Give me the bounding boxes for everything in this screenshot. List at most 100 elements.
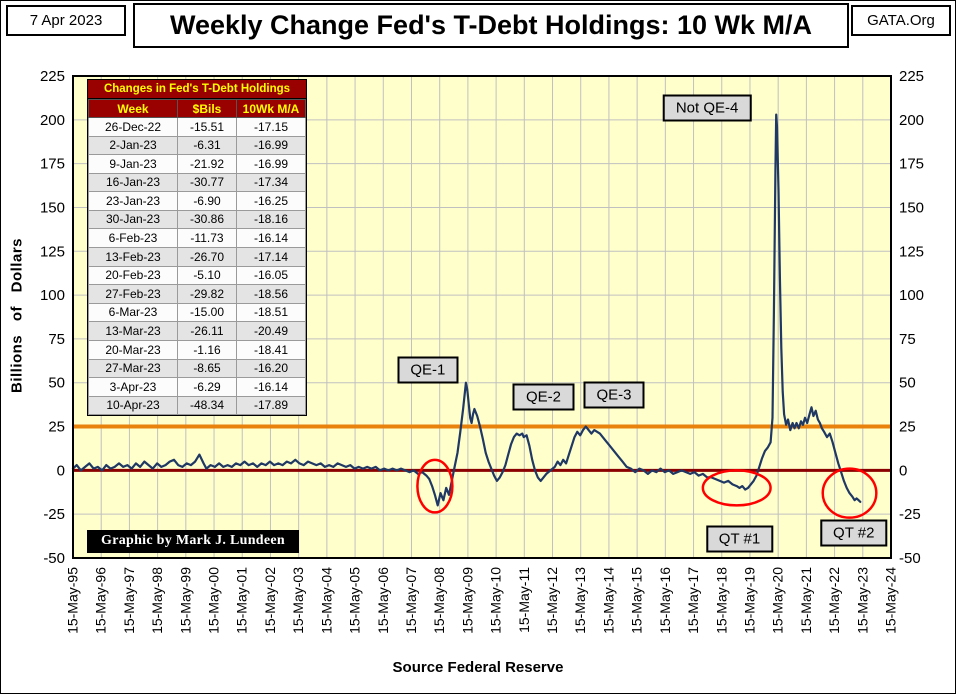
x-tick-label: 15-May-95	[65, 567, 81, 634]
table-cell: 6-Feb-23	[88, 228, 178, 249]
page-title: Weekly Change Fed's T-Debt Holdings: 10 …	[133, 3, 849, 48]
table-cell: -6.29	[177, 377, 237, 397]
x-tick-label: 15-May-06	[375, 567, 391, 634]
table-cell: 16-Jan-23	[88, 172, 178, 193]
table-row: 20-Feb-23 -5.10 -16.05	[88, 265, 306, 286]
table-cell: -16.25	[236, 191, 306, 211]
table-cell: -16.14	[236, 228, 306, 249]
annotation-qe-1: QE-1	[397, 356, 459, 384]
table-title: Changes in Fed's T-Debt Holdings	[88, 80, 306, 99]
highlight-ellipse-1	[416, 458, 454, 514]
table-row: 30-Jan-23 -30.86 -18.16	[88, 209, 306, 230]
y-tick-label-left: 225	[40, 68, 65, 85]
y-tick-label-left: 0	[57, 462, 65, 479]
table-cell: -1.16	[177, 339, 237, 360]
y-tick-label-right: 175	[899, 156, 924, 173]
table-cell: -21.92	[177, 154, 237, 174]
y-tick-label-left: 100	[40, 287, 65, 304]
table-cell: -15.00	[177, 302, 237, 323]
source-label: Source Federal Reserve	[392, 659, 564, 676]
y-tick-label-left: 175	[40, 156, 65, 173]
x-tick-label: 15-May-20	[770, 567, 786, 634]
x-tick-label: 15-May-23	[854, 567, 870, 634]
x-tick-label: 15-May-09	[459, 567, 475, 634]
table-cell: -6.31	[177, 135, 237, 156]
y-tick-label-right: 125	[899, 243, 924, 260]
x-tick-label: 15-May-07	[403, 567, 419, 634]
table-cell: -18.41	[236, 339, 306, 360]
x-tick-label: 15-May-18	[713, 567, 729, 634]
y-tick-label-right: -50	[899, 550, 921, 567]
x-tick-label: 15-May-21	[798, 567, 814, 634]
y-tick-label-right: 225	[899, 68, 924, 85]
table-cell: 20-Feb-23	[88, 265, 178, 286]
table-cell: 30-Jan-23	[88, 209, 178, 230]
y-tick-label-left: 125	[40, 243, 65, 260]
x-tick-label: 15-May-00	[206, 567, 222, 634]
table-cell: -26.11	[177, 321, 237, 341]
table-row: 26-Dec-22 -15.51 -17.15	[88, 117, 306, 137]
x-tick-label: 15-May-11	[516, 567, 532, 633]
table-cell: -20.49	[236, 321, 306, 341]
x-tick-label: 15-May-03	[290, 567, 306, 634]
y-tick-label-left: 25	[48, 419, 65, 436]
table-row: 20-Mar-23 -1.16 -18.41	[88, 339, 306, 360]
table-cell: -17.15	[236, 117, 306, 137]
table-row: 16-Jan-23 -30.77 -17.34	[88, 172, 306, 193]
x-tick-label: 15-May-08	[431, 567, 447, 634]
table-row: 10-Apr-23 -48.34 -17.89	[88, 395, 306, 416]
plot-border	[72, 75, 892, 559]
table-cell: -30.86	[177, 209, 237, 230]
x-tick-label: 15-May-96	[93, 567, 109, 634]
y-tick-label-left: 150	[40, 199, 65, 216]
x-tick-label: 15-May-02	[262, 567, 278, 634]
table-cell: 9-Jan-23	[88, 154, 178, 174]
table-col-header: $Bils	[177, 99, 237, 118]
x-tick-label: 15-May-17	[685, 567, 701, 634]
annotation-qt-1: QT #1	[705, 525, 774, 553]
x-tick-label: 15-May-13	[572, 567, 588, 634]
table-cell: 13-Feb-23	[88, 247, 178, 267]
table-cell: -16.05	[236, 265, 306, 286]
data-table: Changes in Fed's T-Debt Holdings Week $Bi…	[87, 79, 307, 417]
table-col-header: 10Wk M/A	[236, 99, 306, 118]
y-tick-label-right: 50	[899, 375, 916, 392]
table-col-header: Week	[88, 99, 178, 118]
gata-logo: GATA.Org	[851, 5, 951, 36]
table-cell: -15.51	[177, 117, 237, 137]
y-tick-label-left: -50	[43, 550, 65, 567]
x-tick-label: 15-May-14	[600, 567, 616, 634]
table-row: 27-Feb-23 -29.82 -18.56	[88, 284, 306, 304]
x-tick-label: 15-May-97	[121, 567, 137, 634]
table-cell: -18.16	[236, 209, 306, 230]
table-cell: -26.70	[177, 247, 237, 267]
table-row: 2-Jan-23 -6.31 -16.99	[88, 135, 306, 156]
table-cell: 13-Mar-23	[88, 321, 178, 341]
table-row: 6-Mar-23 -15.00 -18.51	[88, 302, 306, 323]
annotation-qe-2: QE-2	[512, 383, 574, 411]
series-line	[71, 113, 862, 507]
table-cell: 6-Mar-23	[88, 302, 178, 323]
x-tick-label: 15-May-24	[883, 567, 899, 634]
table-row: 13-Mar-23 -26.11 -20.49	[88, 321, 306, 341]
table-cell: 20-Mar-23	[88, 339, 178, 360]
x-tick-label: 15-May-05	[347, 567, 363, 634]
table-cell: 10-Apr-23	[88, 395, 178, 416]
table-cell: -8.65	[177, 358, 237, 379]
y-tick-label-right: 150	[899, 199, 924, 216]
date-box: 7 Apr 2023	[6, 5, 126, 36]
table-cell: -17.34	[236, 172, 306, 193]
x-tick-label: 15-May-19	[741, 567, 757, 634]
table-row: 13-Feb-23 -26.70 -17.14	[88, 247, 306, 267]
x-tick-label: 15-May-16	[657, 567, 673, 634]
y-tick-label-right: 100	[899, 287, 924, 304]
x-tick-label: 15-May-99	[177, 567, 193, 634]
table-row: 3-Apr-23 -6.29 -16.14	[88, 377, 306, 397]
table-cell: -16.99	[236, 135, 306, 156]
table-cell: -5.10	[177, 265, 237, 286]
annotation-qt-2: QT #2	[820, 519, 888, 547]
x-tick-label: 15-May-10	[488, 567, 504, 634]
y-tick-label-right: 75	[899, 331, 916, 348]
y-tick-label-right: 0	[899, 462, 907, 479]
y-tick-label-left: 50	[48, 375, 65, 392]
